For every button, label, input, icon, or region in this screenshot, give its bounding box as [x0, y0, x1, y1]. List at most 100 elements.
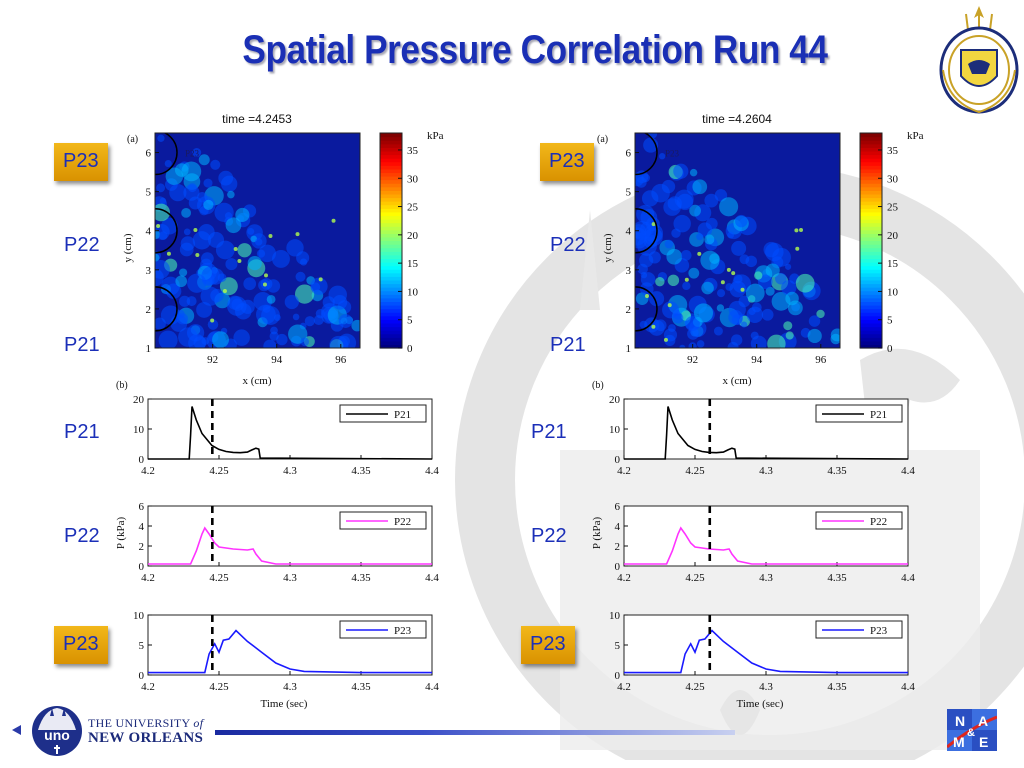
right-p23-ytick-10: 10	[609, 610, 621, 622]
left-legend-label-p23: P23	[394, 625, 412, 637]
univ-line2: NEW ORLEANS	[88, 730, 204, 746]
left-heatmap-panel: time =4.2453 (a) P23 1 2 3 4 5 6 92 94 96 x (cm…	[122, 112, 444, 387]
l-colorbar-tick-25: 25	[407, 202, 419, 214]
right-p23-xtick-4.3: 4.3	[759, 681, 773, 693]
l-colorbar-tick-20: 20	[407, 230, 419, 242]
right-colorbar: 0 5 10 15 20 25 30 35	[859, 132, 899, 355]
r-gauge-circle-2	[635, 133, 658, 176]
left-series-p23	[148, 629, 432, 674]
left-ts-ylabel: P (kPa)	[115, 517, 127, 550]
r-colorbar-tick-25: 25	[887, 202, 899, 214]
r-map-ytick-4: 4	[626, 226, 632, 238]
right-subplot-p22: 0 2 4 6 4.2 4.25 4.3 4.35 4.4 P22	[615, 501, 916, 584]
right-legend-label-p21: P21	[870, 409, 887, 421]
right-p22-ytick-6: 6	[615, 501, 621, 513]
left-map-tag: (a)	[127, 134, 138, 145]
left-p22-ytick-4: 4	[139, 521, 145, 533]
l-map-xtick-92: 92	[207, 354, 218, 366]
right-legend-label-p22: P22	[870, 516, 887, 528]
left-p21-xtick-4.25: 4.25	[209, 465, 229, 477]
l-gauge-circle-2	[155, 133, 178, 176]
l-gauge-circle-0	[155, 286, 178, 332]
right-label-ts-p22: P22	[531, 525, 567, 547]
r-colorbar-tick-0: 0	[887, 343, 893, 355]
right-map-tag: (a)	[597, 134, 608, 145]
left-ts-tag: (b)	[116, 380, 128, 391]
l-map-ytick-6: 6	[146, 148, 152, 160]
left-map-xlabel: x (cm)	[242, 375, 271, 387]
left-subplot-p22: 0 2 4 6 4.2 4.25 4.3 4.35 4.4 P22	[139, 501, 440, 584]
left-colorbar-label: kPa	[427, 130, 444, 142]
left-label-ts-p21: P21	[64, 421, 100, 443]
l-map-xtick-96: 96	[335, 354, 347, 366]
left-p23-ytick-5: 5	[139, 640, 145, 652]
left-p22-xtick-4.4: 4.4	[425, 572, 439, 584]
back-arrow-icon[interactable]	[12, 725, 21, 735]
right-colorbar-label: kPa	[907, 130, 924, 142]
left-p22-ytick-6: 6	[139, 501, 145, 513]
name-logo-a: A	[978, 713, 988, 729]
r-gauge-circle-1	[635, 207, 658, 254]
right-heatmap-panel: time =4.2604 (a) P23 1 2 3 4 5 6 92 94 96 x (cm…	[597, 112, 924, 387]
right-map-xticks: 92 94 96	[687, 344, 827, 366]
right-label-map-p22: P22	[550, 234, 586, 256]
r-colorbar-tick-10: 10	[887, 286, 899, 298]
right-p22-xtick-4.25: 4.25	[685, 572, 705, 584]
r-gauge-marker-label: P23	[665, 149, 680, 159]
right-p21-xtick-4.35: 4.35	[827, 465, 847, 477]
left-p21-xtick-4.35: 4.35	[351, 465, 371, 477]
univ-line1: THE UNIVERSITY	[88, 716, 191, 730]
right-p21-xtick-4.25: 4.25	[685, 465, 705, 477]
r-gauge-circle-0	[635, 286, 658, 332]
left-p22-ytick-0: 0	[139, 561, 145, 573]
right-ts-tag: (b)	[592, 380, 604, 391]
left-legend-label-p22: P22	[394, 516, 411, 528]
right-p22-ytick-0: 0	[615, 561, 621, 573]
r-map-xtick-94: 94	[751, 354, 763, 366]
right-label-ts-p21: P21	[531, 421, 567, 443]
left-p23-xtick-4.2: 4.2	[141, 681, 155, 693]
left-p21-xtick-4.3: 4.3	[283, 465, 297, 477]
left-p21-ytick-20: 20	[133, 394, 145, 406]
l-colorbar-tick-5: 5	[407, 315, 413, 327]
right-ts-xlabel: Time (sec)	[737, 698, 784, 710]
l-map-ytick-1: 1	[146, 343, 152, 355]
left-subplot-p21: 0 10 20 4.2 4.25 4.3 4.35 4.4 P21	[133, 394, 439, 477]
left-p21-xtick-4.2: 4.2	[141, 465, 155, 477]
left-p23-xtick-4.3: 4.3	[283, 681, 297, 693]
left-p21-ytick-10: 10	[133, 424, 145, 436]
right-p21-xtick-4.4: 4.4	[901, 465, 915, 477]
right-legend-label-p23: P23	[870, 625, 888, 637]
r-colorbar-tick-30: 30	[887, 173, 899, 185]
r-colorbar-tick-15: 15	[887, 258, 899, 270]
left-p23-ytick-0: 0	[139, 670, 145, 682]
left-ts-xlabel: Time (sec)	[261, 698, 308, 710]
left-series-p21	[148, 406, 433, 460]
r-map-ytick-3: 3	[626, 265, 632, 277]
left-label-map-p22: P22	[64, 234, 100, 256]
right-map-xlabel: x (cm)	[722, 375, 751, 387]
r-map-xtick-96: 96	[815, 354, 827, 366]
right-subplot-p23: 0 5 10 4.2 4.25 4.3 4.35 4.4 P23	[609, 610, 915, 693]
slide-title: Spatial Pressure Correlation Run 44	[242, 28, 828, 72]
left-p23-ytick-10: 10	[133, 610, 145, 622]
r-colorbar-tick-35: 35	[887, 145, 899, 157]
right-series-p21	[624, 406, 909, 460]
r-colorbar-tick-20: 20	[887, 230, 899, 242]
name-logo-n: N	[955, 713, 965, 729]
right-p22-ytick-2: 2	[615, 541, 621, 553]
right-map-ylabel: y (cm)	[602, 233, 614, 262]
l-map-ytick-3: 3	[146, 265, 152, 277]
left-map-yticks: 1 2 3 4 5 6	[146, 148, 159, 355]
right-label-map-p23: P23	[540, 143, 594, 181]
left-label-map-p21: P21	[64, 334, 100, 356]
right-p21-ytick-20: 20	[609, 394, 621, 406]
left-p22-ytick-2: 2	[139, 541, 145, 553]
right-p22-ytick-4: 4	[615, 521, 621, 533]
right-p22-xtick-4.2: 4.2	[617, 572, 631, 584]
name-logo-m: M	[953, 734, 965, 750]
left-p23-xtick-4.25: 4.25	[209, 681, 229, 693]
univ-of: of	[193, 716, 204, 730]
university-wordmark: THE UNIVERSITY of NEW ORLEANS	[88, 716, 203, 746]
right-map-plot-area: P23	[634, 132, 841, 349]
